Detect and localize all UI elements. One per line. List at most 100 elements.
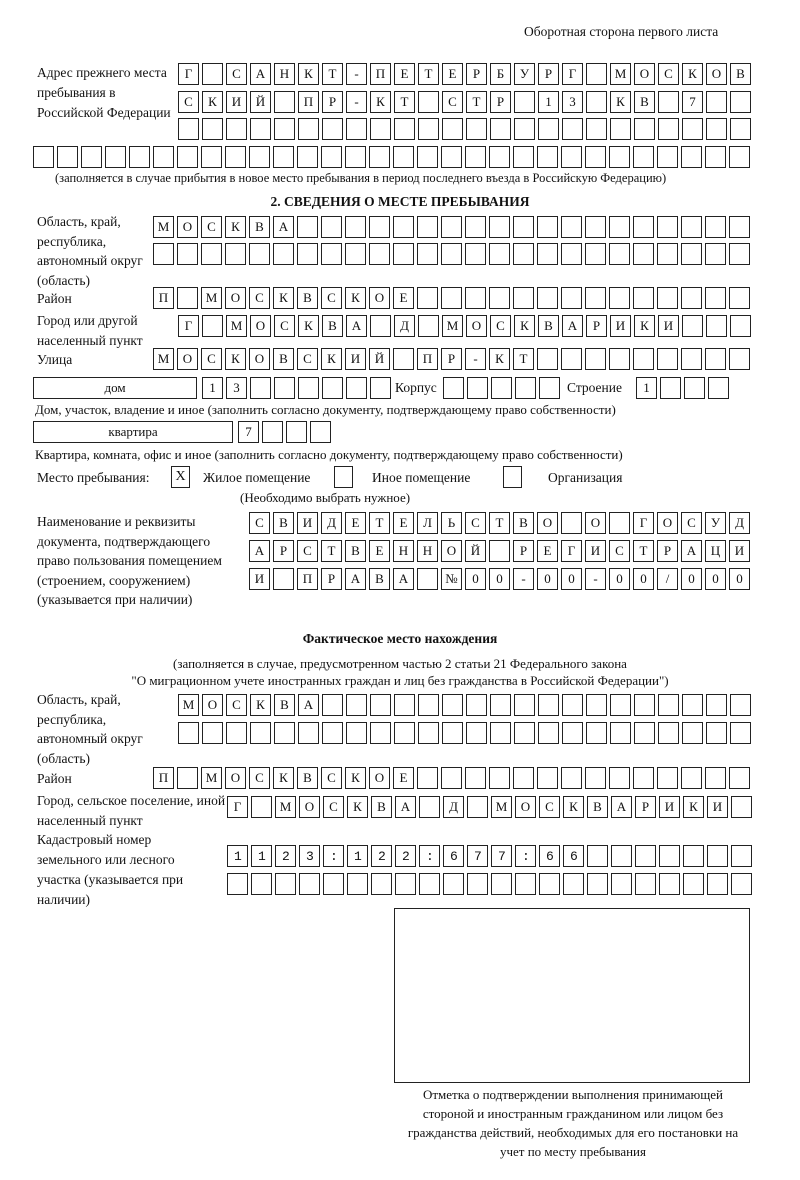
char-cell[interactable] [273,243,294,265]
char-cell[interactable]: Е [393,287,414,309]
char-cell[interactable]: Г [178,315,199,337]
char-cell[interactable] [251,873,272,895]
char-cell[interactable] [297,146,318,168]
char-cell[interactable]: Р [490,91,511,113]
char-cell[interactable] [81,146,102,168]
char-cell[interactable] [729,767,750,789]
char-cell[interactable] [585,348,606,370]
char-cell[interactable]: О [706,63,727,85]
char-cell[interactable] [105,146,126,168]
char-cell[interactable] [467,873,488,895]
char-cell[interactable]: В [538,315,559,337]
char-cell[interactable] [731,873,752,895]
char-cell[interactable] [465,767,486,789]
char-cell[interactable] [490,118,511,140]
char-cell[interactable]: Ь [441,512,462,534]
char-cell[interactable] [658,118,679,140]
char-cell[interactable]: С [609,540,630,562]
char-cell[interactable] [466,694,487,716]
house-type-field[interactable]: дом [33,377,197,399]
char-cell[interactable] [586,694,607,716]
char-cell[interactable]: 0 [705,568,726,590]
char-cell[interactable] [393,243,414,265]
char-cell[interactable]: 0 [561,568,582,590]
char-cell[interactable]: К [298,315,319,337]
char-cell[interactable] [441,287,462,309]
char-cell[interactable] [226,118,247,140]
char-cell[interactable]: И [707,796,728,818]
char-cell[interactable] [273,146,294,168]
char-cell[interactable]: С [321,767,342,789]
char-cell[interactable] [370,118,391,140]
char-cell[interactable] [202,118,223,140]
char-cell[interactable] [419,873,440,895]
char-cell[interactable] [299,873,320,895]
char-cell[interactable]: И [729,540,750,562]
char-cell[interactable]: Н [274,63,295,85]
char-cell[interactable] [537,243,558,265]
char-cell[interactable] [609,512,630,534]
char-cell[interactable]: Р [321,568,342,590]
char-cell[interactable] [418,694,439,716]
char-cell[interactable]: - [346,63,367,85]
char-cell[interactable] [273,568,294,590]
char-cell[interactable]: А [611,796,632,818]
char-cell[interactable]: О [369,287,390,309]
char-cell[interactable] [441,767,462,789]
char-cell[interactable] [681,146,702,168]
char-cell[interactable]: 1 [202,377,223,399]
char-cell[interactable]: У [705,512,726,534]
char-cell[interactable]: Й [369,348,390,370]
char-cell[interactable] [514,91,535,113]
char-cell[interactable] [297,216,318,238]
char-cell[interactable] [347,873,368,895]
char-cell[interactable]: С [321,287,342,309]
char-cell[interactable]: К [225,348,246,370]
char-cell[interactable]: Р [538,63,559,85]
char-cell[interactable] [393,146,414,168]
char-cell[interactable] [681,216,702,238]
char-cell[interactable] [466,722,487,744]
char-cell[interactable]: № [441,568,462,590]
char-cell[interactable] [227,845,248,867]
char-cell[interactable]: 0 [609,568,630,590]
char-cell[interactable]: Д [443,796,464,818]
char-cell[interactable]: А [393,568,414,590]
char-cell[interactable] [561,348,582,370]
char-cell[interactable] [418,91,439,113]
char-cell[interactable] [322,118,343,140]
char-cell[interactable]: 3 [226,377,247,399]
char-cell[interactable]: П [370,63,391,85]
char-cell[interactable] [538,722,559,744]
char-cell[interactable]: К [202,91,223,113]
char-cell[interactable] [249,243,270,265]
char-cell[interactable] [609,348,630,370]
char-cell[interactable] [513,243,534,265]
char-cell[interactable]: Е [369,540,390,562]
char-cell[interactable] [635,873,656,895]
char-cell[interactable] [537,146,558,168]
char-cell[interactable] [262,421,283,443]
char-cell[interactable] [443,377,464,399]
char-cell[interactable] [346,118,367,140]
char-cell[interactable]: В [249,216,270,238]
char-cell[interactable] [178,118,199,140]
char-cell[interactable]: С [539,796,560,818]
char-cell[interactable] [394,694,415,716]
char-cell[interactable] [323,845,344,867]
char-cell[interactable]: О [657,512,678,534]
char-cell[interactable] [225,243,246,265]
char-cell[interactable] [657,287,678,309]
char-cell[interactable] [681,287,702,309]
char-cell[interactable] [683,873,704,895]
char-cell[interactable]: П [297,568,318,590]
char-cell[interactable]: В [322,315,343,337]
char-cell[interactable] [346,694,367,716]
char-cell[interactable] [585,243,606,265]
char-cell[interactable] [513,767,534,789]
char-cell[interactable] [394,118,415,140]
char-cell[interactable] [369,216,390,238]
char-cell[interactable]: М [275,796,296,818]
char-cell[interactable] [286,421,307,443]
char-cell[interactable] [274,377,295,399]
